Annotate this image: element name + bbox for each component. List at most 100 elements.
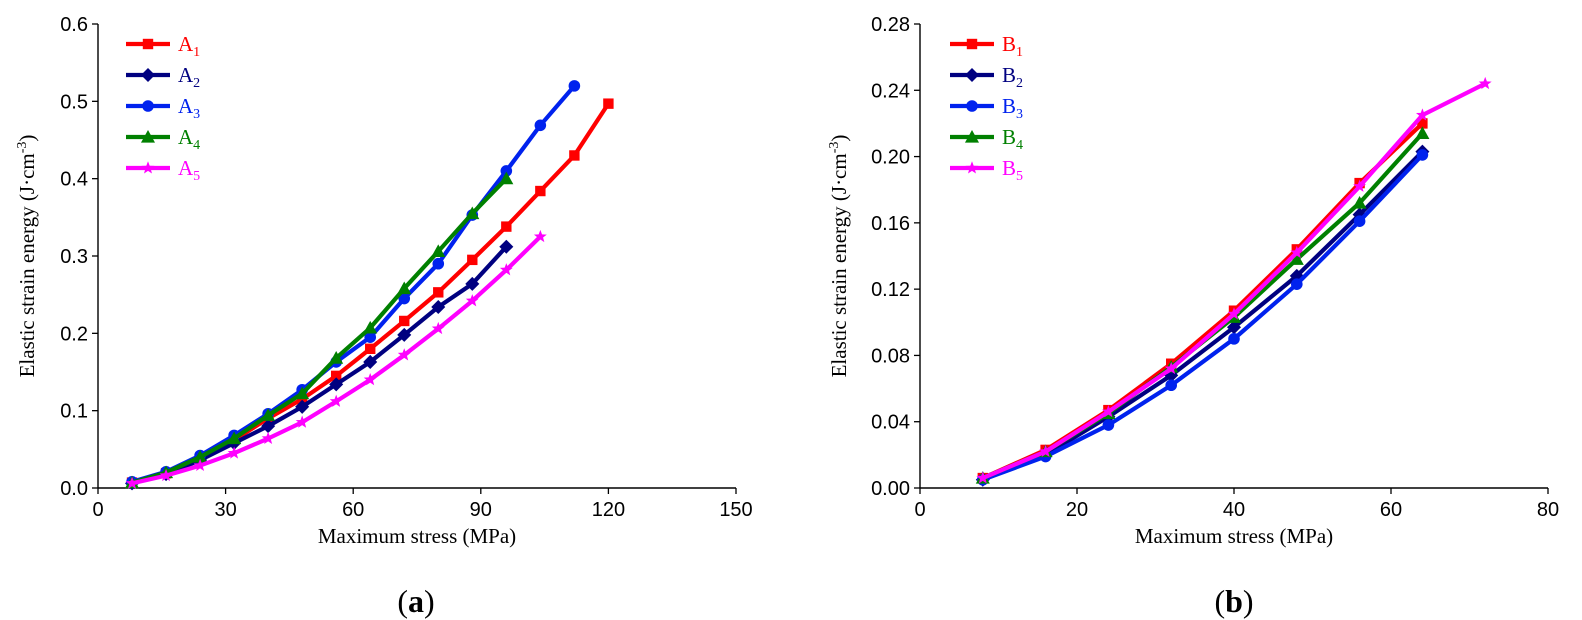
data-point xyxy=(227,431,242,445)
legend-marker xyxy=(140,129,156,143)
data-point xyxy=(295,415,309,428)
panel-label: (b) xyxy=(1214,583,1253,619)
y-axis-title: Elastic strain energy (J·cm-3) xyxy=(827,135,851,378)
legend-marker xyxy=(965,161,979,174)
data-point xyxy=(569,150,580,161)
chart-panel-b: 0 20 40 60 80 0.00 0.04 0.08 0.12 0.16 0.20 0.24 0.2… xyxy=(827,14,1559,619)
legend-marker xyxy=(142,100,154,112)
data-point xyxy=(1478,76,1492,90)
legend-marker xyxy=(964,67,980,83)
data-point xyxy=(363,372,377,386)
y-axis-title: Elastic strain energy (J·cm-3) xyxy=(15,135,39,378)
data-point xyxy=(261,431,275,444)
x-tick-label: 60 xyxy=(1380,499,1402,521)
data-point xyxy=(329,377,344,392)
legend-entry: B1 xyxy=(950,32,1023,60)
data-point xyxy=(364,331,377,344)
chart-panel-a: 0 30 60 90 120 150 0.0 0.1 0.2 0.3 0.4 0.5 0.6 Maximu… xyxy=(15,14,753,619)
series-line xyxy=(980,152,1425,482)
x-axis-title: Maximum stress (MPa) xyxy=(318,524,516,548)
data-point xyxy=(433,287,444,298)
y-tick-label: 0.3 xyxy=(60,246,88,268)
data-point xyxy=(397,281,412,295)
data-point xyxy=(1227,307,1241,320)
data-point xyxy=(603,98,614,109)
y-tick-label: 0.0 xyxy=(60,478,88,500)
series-a1 xyxy=(126,98,614,488)
x-axis-title: Maximum stress (MPa) xyxy=(1135,524,1333,548)
data-point xyxy=(1101,405,1115,418)
legend-label: A4 xyxy=(178,125,200,153)
y-tick-label: 0.24 xyxy=(871,80,910,102)
series-line xyxy=(980,121,1425,481)
legend-label: A2 xyxy=(178,63,200,91)
data-point xyxy=(1164,361,1178,375)
legend-label: B3 xyxy=(1002,94,1023,122)
x-tick-label: 0 xyxy=(92,499,103,521)
x-tick-label: 60 xyxy=(342,499,364,521)
legend-entry: A1 xyxy=(126,32,200,60)
x-tick-label: 0 xyxy=(914,499,925,521)
legend-entry: A5 xyxy=(126,156,200,184)
legend: B1 B2 B3 B4 B5 xyxy=(950,32,1023,184)
data-point xyxy=(499,171,514,185)
legend-marker xyxy=(141,161,155,174)
data-point xyxy=(1353,215,1366,227)
data-point xyxy=(193,450,208,463)
series-b2 xyxy=(975,144,1430,487)
data-point xyxy=(193,458,207,472)
data-point xyxy=(1039,444,1053,458)
legend-marker xyxy=(964,129,980,143)
data-point xyxy=(330,370,342,382)
y-tick-label: 0.12 xyxy=(871,279,910,301)
legend-entry: B2 xyxy=(950,63,1023,91)
data-point xyxy=(1226,320,1242,335)
legend-marker xyxy=(142,38,154,50)
data-point xyxy=(465,294,479,307)
data-point xyxy=(397,348,411,361)
data-point xyxy=(499,263,513,276)
data-point xyxy=(261,419,276,434)
data-point xyxy=(431,300,446,315)
data-point xyxy=(465,206,480,220)
legend-entry: B5 xyxy=(950,156,1023,184)
x-tick-label: 20 xyxy=(1066,499,1088,521)
data-point xyxy=(1290,245,1304,259)
data-point xyxy=(1352,195,1367,209)
legend-entry: A2 xyxy=(126,63,200,91)
legend-label: B1 xyxy=(1002,32,1023,60)
legend-marker xyxy=(140,67,156,83)
panel-label: (a) xyxy=(397,583,434,619)
data-point xyxy=(976,471,990,484)
data-point xyxy=(159,468,173,482)
legend-entry: A4 xyxy=(126,125,200,153)
data-point xyxy=(295,399,310,414)
legend-entry: B4 xyxy=(950,125,1023,153)
data-point xyxy=(1102,419,1115,431)
x-tick-label: 150 xyxy=(719,499,752,521)
data-point xyxy=(533,229,547,243)
legend-label: B4 xyxy=(1002,125,1023,153)
y-tick-label: 0.04 xyxy=(871,412,910,434)
data-point xyxy=(431,244,446,257)
data-point xyxy=(363,354,378,369)
data-point xyxy=(1417,118,1428,129)
data-point xyxy=(465,276,480,291)
y-tick-label: 0.28 xyxy=(871,14,910,36)
x-tick-label: 80 xyxy=(1537,499,1559,521)
y-tick-label: 0.4 xyxy=(60,169,88,191)
data-point xyxy=(1291,278,1303,290)
data-point xyxy=(568,80,581,92)
series-a4 xyxy=(125,171,514,489)
data-point xyxy=(227,446,241,459)
data-point xyxy=(1228,333,1240,345)
series-line xyxy=(980,149,1425,482)
legend-marker xyxy=(966,38,978,50)
data-point xyxy=(1415,126,1430,139)
data-point xyxy=(329,394,343,407)
x-tick-label: 90 xyxy=(470,499,492,521)
y-tick-label: 0.00 xyxy=(871,478,910,500)
y-tick-label: 0.5 xyxy=(60,91,88,113)
legend-label: A5 xyxy=(178,156,200,184)
data-point xyxy=(501,221,512,232)
